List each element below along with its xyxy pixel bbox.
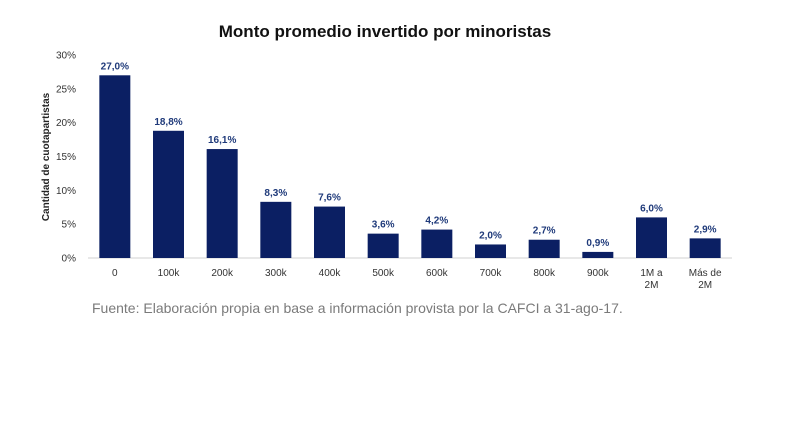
bar-value-label: 8,3% xyxy=(264,188,287,199)
bar xyxy=(475,244,506,258)
source-note: Fuente: Elaboración propia en base a inf… xyxy=(92,300,623,316)
bar-series xyxy=(99,75,721,258)
y-axis: 0% 5% 10% 15% 20% 25% 30% xyxy=(56,51,76,265)
bar xyxy=(367,233,399,258)
bar-value-label: 18,8% xyxy=(154,117,182,128)
y-tick-label: 10% xyxy=(56,186,76,197)
x-tick-label: 700k xyxy=(480,268,503,279)
bar xyxy=(689,238,721,258)
data-labels: 27,0% 18,8% 16,1% 8,3% 7,6% 3,6% 4,2% 2,0% 2,7% 0… xyxy=(101,61,717,249)
bar xyxy=(206,149,238,258)
y-tick-label: 20% xyxy=(56,118,76,129)
bar-value-label: 3,6% xyxy=(372,220,395,231)
bar-value-label: 16,1% xyxy=(208,135,236,146)
bar xyxy=(99,75,131,258)
x-axis: 0 100k 200k 300k 400k 500k 600k 700k 800k 900k 1M … xyxy=(112,268,722,291)
y-tick-label: 15% xyxy=(56,152,76,163)
bar xyxy=(582,251,614,258)
bar-value-label: 2,9% xyxy=(694,224,717,235)
bar xyxy=(421,229,453,258)
bar-value-label: 0,9% xyxy=(586,238,609,249)
bar-value-label: 2,0% xyxy=(479,230,502,241)
x-tick-label: 0 xyxy=(112,268,118,279)
x-tick-label: 800k xyxy=(533,268,556,279)
bar-value-label: 4,2% xyxy=(425,216,448,227)
x-tick-label: 100k xyxy=(158,268,181,279)
bar-value-label: 2,7% xyxy=(533,226,556,237)
bar xyxy=(153,130,184,258)
x-tick-label: 300k xyxy=(265,268,288,279)
y-tick-label: 30% xyxy=(56,51,76,62)
chart-title: Monto promedio invertido por minoristas xyxy=(219,22,551,41)
y-tick-label: 5% xyxy=(62,220,77,231)
x-tick-label: Más de 2M xyxy=(689,268,722,291)
bar-value-label: 7,6% xyxy=(318,193,341,204)
x-tick-label: 500k xyxy=(372,268,395,279)
x-tick-label: 600k xyxy=(426,268,449,279)
bar xyxy=(260,201,292,258)
bar xyxy=(636,217,667,258)
x-tick-label: 200k xyxy=(211,268,234,279)
y-tick-label: 0% xyxy=(62,254,77,265)
x-tick-label: 900k xyxy=(587,268,610,279)
bar-value-label: 27,0% xyxy=(101,61,129,72)
bar xyxy=(314,206,345,258)
bar-value-label: 6,0% xyxy=(640,203,663,214)
y-tick-label: 25% xyxy=(56,84,76,95)
x-tick-label: 1M a 2M xyxy=(640,268,663,291)
y-axis-title: Cantidad de cuotapartistas xyxy=(41,92,52,221)
x-tick-label: 400k xyxy=(319,268,342,279)
bar xyxy=(528,239,560,258)
